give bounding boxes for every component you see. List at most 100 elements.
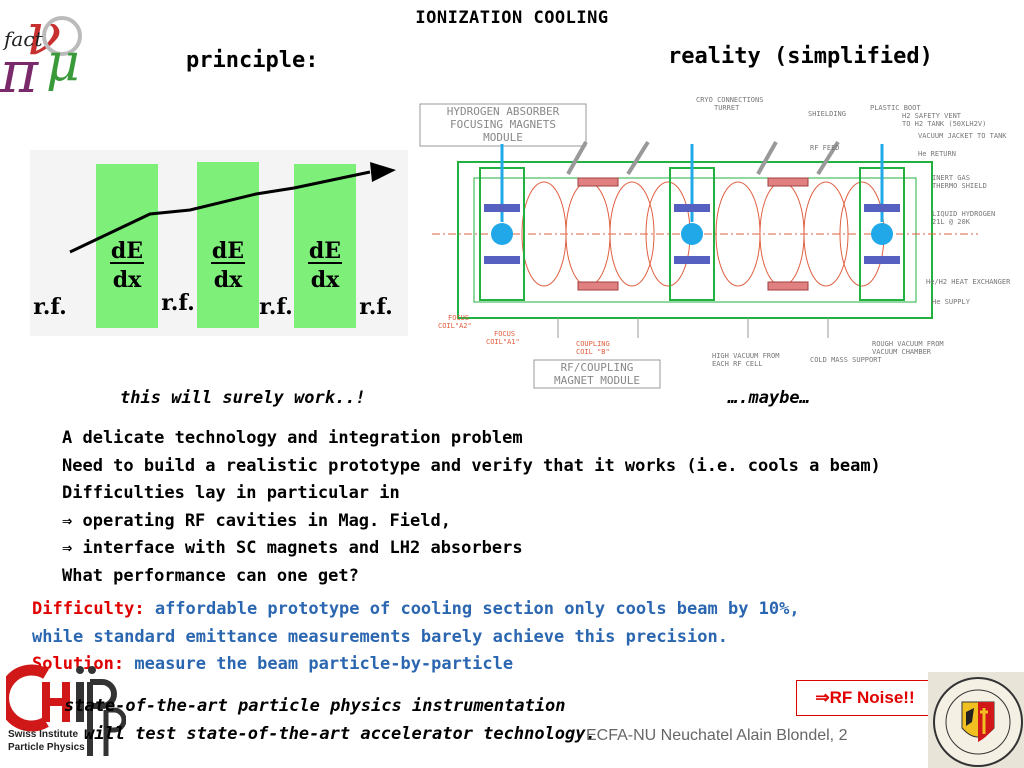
coil-1-bot [484,256,520,264]
rf-box-line-2: MAGNET MODULE [554,374,640,387]
rf-label-4: r.f. [359,294,393,320]
principle-heading: principle: [186,48,319,73]
label-to-h2-tank: TO H2 TANK (50XLH2V) [902,120,986,128]
vacuum-vessel-outline [457,161,933,319]
absorber-dE-1: dE [111,238,143,264]
rf-cavity-6 [759,181,805,287]
coupling-coil-2-top [767,177,809,187]
coil-3-bot [864,256,900,264]
body-line-2: Need to build a realistic prototype and … [62,455,881,476]
solution-line: Solution: measure the beam particle-by-p… [32,651,800,679]
label-21l-20k: 21L @ 20K [932,218,971,226]
absorber-dx-3: dx [311,267,340,293]
label-liquid-hydrogen: LIQUID HYDROGEN [932,210,995,218]
body-line-3: Difficulties lay in particular in [62,483,400,503]
reality-heading: reality (simplified) [668,44,933,69]
university-seal-logo [928,672,1024,768]
label-focus-a2-2: COIL"A2" [438,322,472,330]
solution-text: measure the beam particle-by-particle [124,654,514,674]
label-focus-a1-1: FOCUS [494,330,515,338]
lh2-absorber-2 [681,223,703,245]
label-cryo-connections: CRYO CONNECTIONS [696,96,763,104]
difficulty-line-1: Difficulty: affordable prototype of cool… [32,596,800,624]
bottom-line-2: will test state-of-the-art accelerator t… [84,724,596,744]
chipp-logo-p1 [87,679,117,756]
label-rf-feed: RF FEED [810,144,840,152]
label-coupling-1: COUPLING [576,340,610,348]
footer-text: ECFA-NU Neuchatel Alain Blondel, 2 [586,727,848,744]
seal-eagle-icon [966,708,974,726]
institute-line-2: Particle Physics [8,742,85,753]
label-vacuum-chamber: VACUUM CHAMBER [872,348,932,356]
label-vacuum-jacket: VACUUM JACKET TO TANK [918,132,1007,140]
chipp-logo-h-right [62,682,70,722]
absorber-dE-3: dE [309,238,341,264]
chipp-logo-c [6,664,49,732]
rf-feed-4 [816,140,840,176]
difficulty-text-2: while standard emittance measurements ba… [32,626,728,647]
label-inert-gas: INERT GAS [932,174,970,182]
caption-right: ….maybe… [728,388,810,408]
hydrogen-absorber-module-box [419,103,587,147]
label-focus-a2-1: FOCUS [448,314,469,322]
label-focus-a1-2: COIL"A1" [486,338,520,346]
beam-arrowhead [370,162,396,182]
rf-coupling-module-box [533,359,661,389]
label-cold-mass-support: COLD MASS SUPPORT [810,356,882,364]
chipp-logo-dot1 [76,666,84,674]
solution-label: Solution: [32,654,125,674]
nufact-logo-text: fact [2,27,44,51]
nufact-logo-pi: π [0,38,39,100]
absorber-block-1 [96,164,158,328]
coil-2-bot [674,256,710,264]
module-box-line-1: HYDROGEN ABSORBER [447,105,560,118]
nufact-logo-mu: μ [46,33,80,93]
body-line-6: What performance can one get? [62,565,359,586]
rf-feed-2 [626,140,650,176]
difficulty-label: Difficulty: [32,599,145,619]
absorber-block-3 [294,164,356,328]
seal-key-icon [980,708,988,734]
body-line-5: ⇒ interface with SC magnets and LH2 abso… [62,538,523,558]
label-plastic-boot: PLASTIC BOOT [870,104,921,112]
nufact-logo: ν π μ fact [0,0,82,100]
coil-3-top [864,204,900,212]
chipp-logo [6,664,126,756]
coupling-coil-1-bot [577,281,619,291]
label-each-rf-cell: EACH RF CELL [712,360,763,368]
label-shielding: SHIELDING [808,110,846,118]
chipp-logo-dot2 [88,666,96,674]
coil-1-top [484,204,520,212]
lh2-absorber-3 [871,223,893,245]
rf-label-2: r.f. [161,290,195,316]
absorber-block-2 [197,162,259,328]
lh2-absorber-1 [491,223,513,245]
bottom-line-1: state-of-the-art particle physics instru… [64,696,566,716]
body-text: A delicate technology and integration pr… [62,425,881,590]
label-h2-safety-vent: H2 SAFETY VENT [902,112,962,120]
coupling-coil-2-bot [767,281,809,291]
label-turret: TURRET [714,104,740,112]
absorber-dx-1: dx [113,267,142,293]
principle-diagram: dE dx dE dx dE dx r.f. r.f. r.f. r.f. [30,150,408,336]
label-rough-vacuum: ROUGH VACUUM FROM [872,340,944,348]
rf-noise-box: ⇒RF Noise!! [796,680,934,716]
coil-2-top [674,204,710,212]
label-he-h2-heat-exchanger: He/H2 HEAT EXCHANGER [926,278,1011,286]
inner-vessel-outline [473,177,917,303]
label-high-vacuum: HIGH VACUUM FROM [712,352,779,360]
slide-title: IONIZATION COOLING [415,8,609,28]
rf-label-3: r.f. [259,294,293,320]
rf-box-line-1: RF/COUPLING [561,361,634,374]
label-he-supply: He SUPPLY [932,298,971,306]
beam-trajectory-line [69,170,371,254]
module-box-line-2: FOCUSING MAGNETS [450,118,556,131]
label-thermo-shield: THERMO SHIELD [932,182,987,190]
rf-cavity-3 [609,181,655,287]
institute-line-1: Swiss Institute [8,729,79,740]
body-line-4: ⇒ operating RF cavities in Mag. Field, [62,510,451,531]
caption-left: this will surely work..! [120,388,366,408]
label-he-return: He RETURN [918,150,956,158]
chipp-logo-h-bar [42,698,70,706]
rf-feed-1 [566,141,588,175]
